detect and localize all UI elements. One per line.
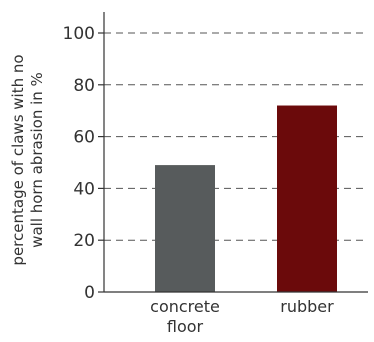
y-tick-label: 20 xyxy=(73,231,95,251)
bars xyxy=(155,105,337,293)
y-tick-label: 40 xyxy=(73,179,95,199)
bar xyxy=(277,105,337,293)
y-tick-labels: 0 20 40 60 80 100 xyxy=(63,24,104,303)
y-tick-label: 60 xyxy=(73,128,95,148)
x-tick-label: floor xyxy=(167,317,204,336)
y-tick-label: 0 xyxy=(84,283,95,303)
y-tick-label: 100 xyxy=(63,24,95,44)
x-tick-label: concrete xyxy=(150,297,220,316)
y-axis-label-line-2: wall horn abrasion in % xyxy=(28,72,46,248)
y-axis-label-line-1: percentage of claws with no xyxy=(9,54,27,265)
y-tick-label: 80 xyxy=(73,76,95,96)
bar xyxy=(155,165,215,292)
x-tick-label: rubber xyxy=(280,297,334,316)
axes xyxy=(103,12,368,293)
